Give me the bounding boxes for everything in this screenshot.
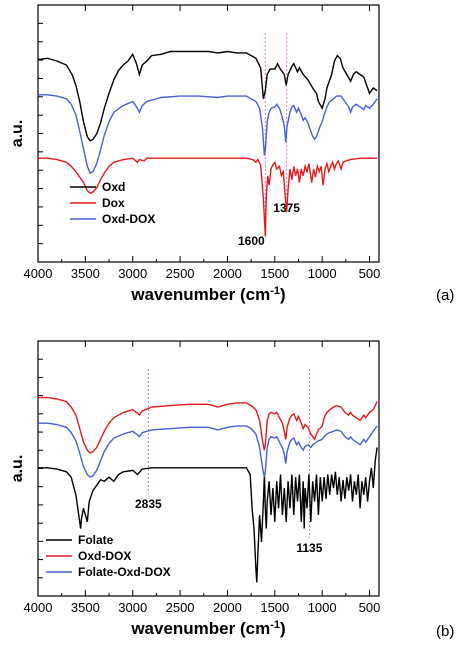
- chart-panel-a: 4000 3500 3000 2500 2000 1500 1000 500 wavenumbe…: [9, 4, 454, 304]
- legend-entry: Folate-Oxd-DOX: [78, 565, 171, 579]
- x-tick-label: 2000: [213, 600, 242, 615]
- x-tick-label: 3500: [71, 266, 100, 281]
- x-tick-label: 500: [359, 266, 381, 281]
- x-tick-label: 4000: [24, 266, 53, 281]
- legend-entry: Folate: [78, 533, 114, 547]
- x-tick-label: 3000: [118, 600, 147, 615]
- series-line: [38, 396, 378, 454]
- annotation-label: 1600: [238, 234, 265, 248]
- x-tick-label: 1500: [260, 266, 289, 281]
- x-tick-label: 1000: [308, 266, 337, 281]
- legend-entry: Oxd-DOX: [78, 549, 131, 563]
- panel-tag: (a): [436, 287, 454, 304]
- legend-entry: Oxd-DOX: [102, 212, 155, 226]
- x-tick-label: 3000: [118, 266, 147, 281]
- series-line: [38, 157, 378, 237]
- chart-panel-b: 4000 3500 3000 2500 2000 1500 1000 500 wavenumbe…: [9, 340, 454, 640]
- annotation-label: 2835: [135, 497, 162, 511]
- x-axis-label: wavenumber (cm-1): [130, 285, 285, 304]
- x-tick-label: 2500: [166, 600, 195, 615]
- series-line: [38, 94, 378, 175]
- x-tick-label: 1000: [308, 600, 337, 615]
- x-tick-label: 2500: [166, 266, 195, 281]
- y-axis-label: a.u.: [9, 120, 26, 148]
- annotation-label: 1135: [296, 541, 322, 555]
- x-axis-label: wavenumber (cm-1): [130, 619, 285, 638]
- legend-entry: Oxd: [102, 180, 125, 194]
- series-line: [38, 447, 378, 583]
- x-tick-label: 500: [359, 600, 381, 615]
- x-tick-label: 1500: [260, 600, 289, 615]
- panel-tag: (b): [436, 623, 454, 640]
- y-axis-label: a.u.: [9, 455, 26, 483]
- x-tick-label: 3500: [71, 600, 100, 615]
- legend-entry: Dox: [102, 196, 125, 210]
- plot-frame: [37, 4, 380, 263]
- x-tick-label: 2000: [213, 266, 242, 281]
- series-line: [38, 422, 378, 479]
- x-tick-label: 4000: [24, 600, 53, 615]
- series-line: [38, 50, 378, 142]
